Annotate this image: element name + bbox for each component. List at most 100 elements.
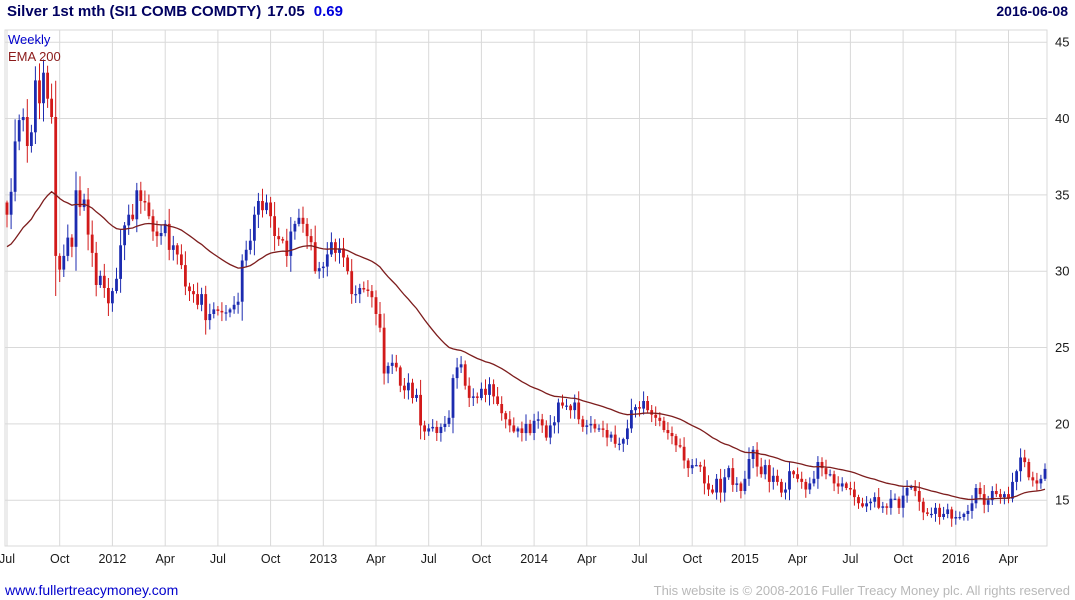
candle-body bbox=[419, 394, 422, 426]
candle-body bbox=[694, 465, 698, 467]
candle-body bbox=[451, 378, 455, 418]
candle-body bbox=[131, 214, 135, 220]
candle-body bbox=[577, 402, 581, 420]
candle-body bbox=[946, 509, 950, 514]
candle-body bbox=[46, 72, 49, 99]
candle-body bbox=[686, 460, 690, 469]
candle-body bbox=[475, 396, 479, 398]
candle-body bbox=[297, 217, 301, 224]
candle-body bbox=[796, 474, 799, 479]
candle-body bbox=[5, 202, 9, 215]
candle-body bbox=[885, 506, 889, 508]
x-axis-label: Apr bbox=[788, 552, 807, 566]
candle-body bbox=[123, 225, 126, 246]
y-axis-label: 15 bbox=[1055, 493, 1069, 508]
candle-body bbox=[261, 201, 264, 211]
candle-body bbox=[840, 483, 844, 487]
candle-body bbox=[743, 478, 747, 491]
candle-body bbox=[836, 483, 840, 487]
candle-body bbox=[94, 252, 98, 285]
candle-body bbox=[382, 327, 386, 374]
candle-body bbox=[1011, 481, 1014, 499]
candle-body bbox=[394, 362, 398, 368]
candle-body bbox=[962, 513, 966, 517]
candle-body bbox=[950, 509, 954, 519]
x-axis-label: Apr bbox=[577, 552, 596, 566]
candle-body bbox=[42, 72, 45, 104]
candle-body bbox=[966, 510, 970, 514]
candle-body bbox=[293, 223, 297, 232]
candle-body bbox=[313, 242, 317, 272]
candle-body bbox=[415, 394, 418, 398]
candle-body bbox=[115, 278, 118, 291]
candle-body bbox=[386, 365, 390, 374]
candle-body bbox=[881, 506, 885, 508]
candle-body bbox=[427, 428, 431, 432]
candle-body bbox=[135, 190, 139, 220]
candle-body bbox=[776, 475, 779, 482]
timeframe-label: Weekly bbox=[8, 32, 51, 47]
candle-body bbox=[557, 402, 560, 423]
y-axis-label: 25 bbox=[1055, 340, 1069, 355]
candle-body bbox=[707, 483, 710, 490]
candle-body bbox=[524, 423, 528, 434]
x-axis-label: 2013 bbox=[309, 552, 337, 566]
candle-body bbox=[719, 478, 722, 493]
candle-body bbox=[877, 497, 881, 508]
candle-body bbox=[784, 489, 787, 493]
candle-body bbox=[321, 266, 325, 269]
candle-body bbox=[248, 240, 252, 250]
candle-body bbox=[605, 430, 609, 438]
candle-body bbox=[516, 428, 520, 432]
candle-body bbox=[621, 439, 625, 444]
candle-body bbox=[171, 245, 175, 250]
candle-body bbox=[901, 495, 905, 508]
candle-body bbox=[561, 402, 564, 406]
candle-body bbox=[617, 443, 621, 445]
candle-body bbox=[111, 291, 114, 304]
candle-body bbox=[763, 465, 767, 475]
candle-body bbox=[13, 141, 17, 192]
candle-body bbox=[139, 190, 143, 201]
candle-body bbox=[253, 214, 256, 241]
candle-body bbox=[155, 231, 159, 237]
candle-body bbox=[1039, 478, 1043, 484]
candle-body bbox=[407, 382, 410, 391]
candle-body bbox=[751, 449, 755, 459]
last-price: 17.05 bbox=[267, 3, 305, 20]
x-axis-label: 2014 bbox=[520, 552, 548, 566]
candle-body bbox=[50, 98, 53, 117]
candle-body bbox=[17, 120, 21, 142]
candle-body bbox=[917, 491, 921, 502]
x-axis-label: Jul bbox=[842, 552, 858, 566]
candle-body bbox=[232, 304, 236, 310]
x-axis-label: Apr bbox=[999, 552, 1018, 566]
candle-body bbox=[666, 430, 670, 434]
candle-body bbox=[990, 491, 994, 501]
candle-body bbox=[553, 422, 556, 426]
candle-body bbox=[755, 449, 759, 467]
candle-body bbox=[986, 500, 990, 505]
candle-body bbox=[358, 288, 362, 295]
candle-body bbox=[958, 517, 962, 519]
candle-body bbox=[812, 478, 816, 484]
plot-border bbox=[4, 29, 1048, 547]
candle-body bbox=[1027, 462, 1031, 478]
candle-body bbox=[265, 202, 268, 211]
candle-body bbox=[390, 362, 394, 366]
site-link[interactable]: www.fullertreacymoney.com bbox=[5, 582, 179, 598]
candle-body bbox=[589, 423, 593, 426]
candle-body bbox=[759, 466, 763, 475]
x-axis-label: 2012 bbox=[98, 552, 126, 566]
candle-body bbox=[447, 417, 451, 424]
ema-line bbox=[6, 190, 1046, 501]
candle-body bbox=[192, 291, 195, 295]
candle-body bbox=[565, 405, 568, 407]
candle-body bbox=[119, 245, 122, 279]
candle-body bbox=[492, 384, 495, 397]
candle-body bbox=[897, 498, 901, 508]
candle-body bbox=[601, 428, 605, 430]
candle-body bbox=[569, 405, 572, 411]
candle-body bbox=[480, 388, 483, 398]
ema-legend-label: EMA 200 bbox=[8, 49, 61, 64]
